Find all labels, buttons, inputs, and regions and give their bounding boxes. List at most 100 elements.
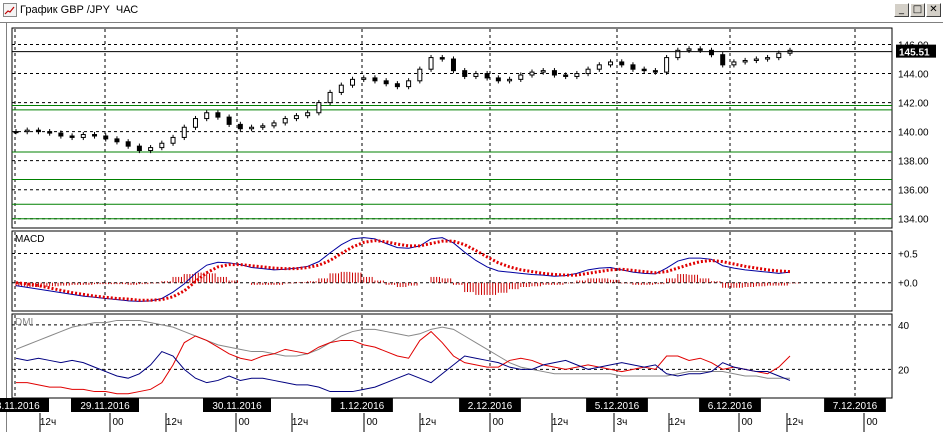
candle-body xyxy=(215,112,221,118)
minimize-button[interactable]: _ xyxy=(894,3,909,17)
date-label: 28.11.2016 xyxy=(0,401,40,412)
dmi-grid xyxy=(12,315,892,397)
candle-body xyxy=(439,57,445,60)
date-label: 6.12.2016 xyxy=(708,401,753,412)
price-tick-label: 134.00 xyxy=(898,215,929,226)
candle-body xyxy=(708,49,714,56)
price-candles xyxy=(13,46,793,154)
candle-body xyxy=(338,84,344,93)
current-price-label: 145.51 xyxy=(899,48,930,59)
candle-body xyxy=(271,122,277,127)
candle-body xyxy=(551,70,557,76)
hour-label: 12ч xyxy=(292,417,308,428)
candle-body xyxy=(237,123,243,130)
date-label: 30.11.2016 xyxy=(212,401,262,412)
candle-body xyxy=(686,48,692,51)
candle-body xyxy=(293,115,299,120)
hour-label: 00 xyxy=(238,417,250,428)
candle-body xyxy=(630,64,636,70)
candle-body xyxy=(585,68,591,75)
date-label: 29.11.2016 xyxy=(80,401,130,412)
date-label-bg xyxy=(699,398,761,412)
hour-labels: 12ч 00 12ч 00 12ч 00 12ч 00 12ч 3ч 12ч 00 12ч 00 xyxy=(39,413,878,432)
date-label: 1.12.2016 xyxy=(340,401,385,412)
hour-label: 12ч xyxy=(552,417,568,428)
macd-histogram xyxy=(15,271,799,295)
date-label: 5.12.2016 xyxy=(595,401,640,412)
candle-body xyxy=(327,91,333,104)
dmi-panel-label: DMI xyxy=(15,317,33,328)
candle-body xyxy=(47,131,53,134)
candle-body xyxy=(316,102,322,114)
hour-label: 00 xyxy=(366,417,378,428)
candle-body xyxy=(652,70,658,73)
price-tick-label: 140.00 xyxy=(898,128,929,139)
date-label-bg xyxy=(71,398,139,412)
candle-body xyxy=(69,135,75,138)
maximize-button[interactable]: □ xyxy=(910,3,925,17)
candle-body xyxy=(428,57,434,70)
date-label-bg xyxy=(586,398,648,412)
date-labels: 28.11.2016 29.11.2016 30.11.2016 1.12.2016 2… xyxy=(0,398,886,412)
candle-body xyxy=(518,74,524,80)
minus-di-line xyxy=(15,350,791,393)
candle-body xyxy=(574,73,580,77)
price-tick-label: 136.00 xyxy=(898,186,929,197)
candle-body xyxy=(394,83,400,88)
candle-body xyxy=(596,64,602,70)
hour-label: 3ч xyxy=(617,417,628,428)
candle-body xyxy=(103,135,109,140)
macd-signal-line xyxy=(15,239,791,302)
dmi-tick-label: 40 xyxy=(898,321,910,332)
date-label-bg xyxy=(331,398,393,412)
price-tick-label: 144.00 xyxy=(898,70,929,81)
time-axis: 28.11.2016 29.11.2016 30.11.2016 1.12.2016 2… xyxy=(0,398,886,432)
date-label-bg xyxy=(0,398,49,412)
candle-body xyxy=(406,80,412,88)
candle-body xyxy=(305,112,311,117)
candle-body xyxy=(13,131,19,134)
macd-line xyxy=(15,237,791,302)
price-axis: 146.00 144.00 142.00 140.00 138.00 136.0… xyxy=(898,41,929,226)
candle-body xyxy=(417,68,423,82)
macd-panel-label: MACD xyxy=(15,234,44,245)
dmi-panel[interactable]: DMI 40 20 xyxy=(11,313,910,399)
hour-label: 12ч xyxy=(787,417,803,428)
chart-window-icon[interactable] xyxy=(3,3,17,17)
candle-body xyxy=(58,132,64,137)
candle-body xyxy=(495,77,501,82)
date-label: 2.12.2016 xyxy=(468,401,513,412)
candle-body xyxy=(450,58,456,72)
macd-panel[interactable]: MACD +0.5 +0.0 xyxy=(11,230,918,312)
adx-line xyxy=(15,319,790,379)
close-button[interactable]: ✕ xyxy=(926,3,941,17)
candle-body xyxy=(529,71,535,76)
candle-body xyxy=(35,129,41,133)
candle-body xyxy=(92,134,98,137)
dmi-tick-label: 20 xyxy=(898,365,910,376)
hour-label: 12ч xyxy=(669,417,685,428)
macd-tick-label: +0.0 xyxy=(898,279,918,290)
candle-body xyxy=(350,78,356,86)
price-tick-label: 138.00 xyxy=(898,157,929,168)
candle-body xyxy=(776,52,782,59)
date-label-bg xyxy=(203,398,271,412)
candle-body xyxy=(462,70,468,77)
hour-label: 00 xyxy=(866,417,878,428)
date-label-bg xyxy=(824,398,886,412)
macd-panel-frame xyxy=(11,230,893,312)
candle-body xyxy=(619,61,625,66)
hour-label: 00 xyxy=(741,417,753,428)
hour-label: 00 xyxy=(112,417,124,428)
candle-body xyxy=(192,118,198,128)
candle-body xyxy=(697,48,703,51)
macd-tick-label: +0.5 xyxy=(898,249,918,260)
candle-body xyxy=(383,80,389,85)
candle-body xyxy=(361,77,367,80)
horizontal-levels xyxy=(12,104,892,220)
plus-di-line xyxy=(16,330,791,395)
price-panel[interactable]: 146.00 144.00 142.00 140.00 138.00 136.0… xyxy=(11,27,936,229)
candle-body xyxy=(170,136,176,144)
candle-body xyxy=(282,118,288,124)
